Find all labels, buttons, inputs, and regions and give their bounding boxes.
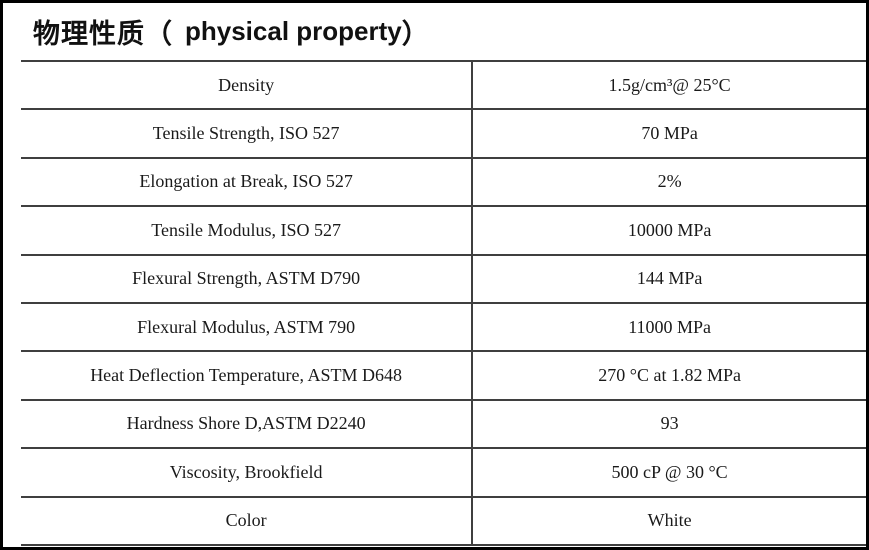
property-cell: Hardness Shore D,ASTM D2240 [21,398,473,449]
property-cell: Heat Deflection Temperature, ASTM D648 [21,350,473,400]
table-row: Color White [21,495,866,545]
property-cell: Elongation at Break, ISO 527 [21,156,473,207]
property-table-body: Density 1.5g/cm³@ 25°C Tensile Strength,… [21,61,866,545]
table-row: Tensile Strength, ISO 527 70 MPa [21,108,866,158]
title-closing-paren: ） [401,19,429,49]
value-cell: 93 [471,398,866,449]
value-cell: 2% [471,156,866,207]
property-cell: Flexural Strength, ASTM D790 [21,253,473,303]
table-row: Elongation at Break, ISO 527 2% [21,156,866,207]
table-row: Flexural Modulus, ASTM 790 11000 MPa [21,301,866,352]
table-row: Density 1.5g/cm³@ 25°C [21,61,866,110]
property-cell: Color [21,495,473,545]
value-cell: 1.5g/cm³@ 25°C [471,61,866,110]
table-row: Hardness Shore D,ASTM D2240 93 [21,398,866,449]
table-row: Viscosity, Brookfield 500 cP @ 30 °C [21,447,866,497]
value-cell: 500 cP @ 30 °C [471,447,866,497]
title-english: physical property [185,16,402,46]
value-cell: 70 MPa [471,108,866,158]
property-cell: Density [218,74,275,95]
value-cell: 11000 MPa [471,301,866,352]
page-title: 物理性质（ physical property ） [3,3,866,60]
value-cell: 10000 MPa [471,205,866,255]
value-cell: 270 °C at 1.82 MPa [471,350,866,400]
property-cell: Tensile Strength, ISO 527 [21,108,473,158]
value-cell: White [471,495,866,545]
property-cell: Tensile Modulus, ISO 527 [21,205,473,255]
table-row: Heat Deflection Temperature, ASTM D648 2… [21,350,866,400]
physical-property-table: Density 1.5g/cm³@ 25°C Tensile Strength,… [21,60,866,546]
value-cell: 144 MPa [471,253,866,303]
property-cell: Viscosity, Brookfield [21,447,473,497]
property-cell: Flexural Modulus, ASTM 790 [21,301,473,352]
table-row: Tensile Modulus, ISO 527 10000 MPa [21,205,866,255]
title-chinese: 物理性质（ [33,19,173,49]
table-row: Flexural Strength, ASTM D790 144 MPa [21,253,866,303]
